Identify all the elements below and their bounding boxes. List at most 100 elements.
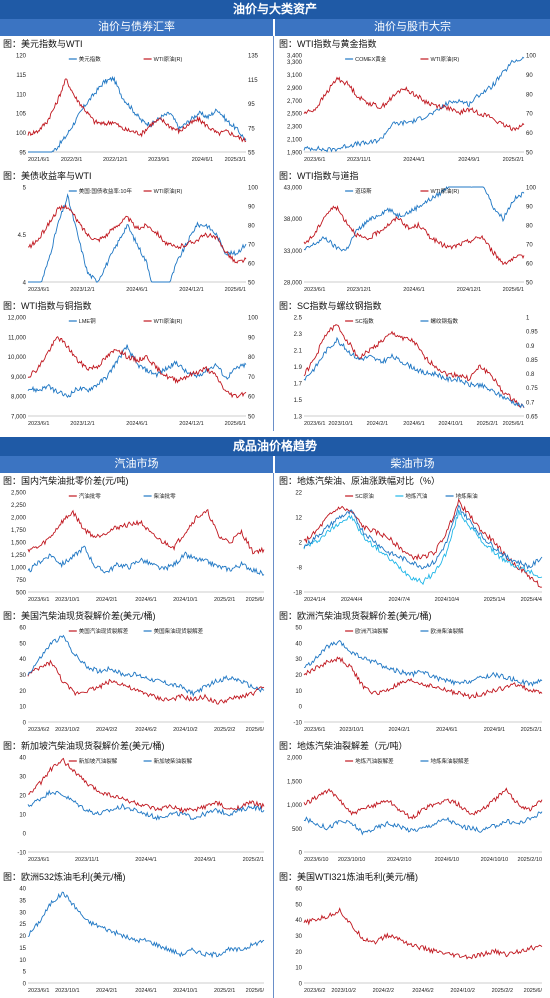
y-right-tick-label: 60 xyxy=(248,262,255,268)
y-tick-label: 1,250 xyxy=(11,553,27,559)
series-line-s1 xyxy=(27,757,265,814)
y-tick-label: 35 xyxy=(19,898,26,904)
y-tick-label: 20 xyxy=(19,689,26,695)
y-tick-label: 2,500 xyxy=(11,491,27,497)
y-tick-label: 10,000 xyxy=(8,355,27,361)
chart-panel: 图：欧洲汽柴油现货裂解价差(美元/桶) -10 0 10 20 30 40 50 2023/6/… xyxy=(276,609,550,737)
series-line-s1 xyxy=(28,193,247,283)
y-right-tick-label: 80 xyxy=(248,224,255,230)
y-right-tick-label: 70 xyxy=(248,375,255,381)
y-right-tick-label: 75 xyxy=(248,126,255,132)
y-tick-label: 40 xyxy=(19,887,26,893)
y-tick-label: 95 xyxy=(19,151,26,157)
y-tick-label: 8,000 xyxy=(11,395,27,401)
y-tick-label: 500 xyxy=(292,827,303,833)
y-tick-label: 60 xyxy=(19,626,26,632)
series-line-s1 xyxy=(303,656,543,700)
x-tick-label: 2024/2/2 xyxy=(96,727,117,733)
chart-title: 图：WTI指数与黄金指数 xyxy=(279,39,377,49)
y-tick-label: 1.5 xyxy=(294,398,303,404)
y-right-tick-label: 50 xyxy=(526,281,533,287)
y-tick-label: 2.5 xyxy=(294,316,303,322)
y-tick-label: 20 xyxy=(19,934,26,940)
x-tick-label: 2023/12/1 xyxy=(347,287,371,293)
chart-panel: 图：新加坡汽柴油现货裂解价差(美元/桶) -10 0 10 20 30 40 2023/6/1… xyxy=(0,739,272,867)
x-tick-label: 2025/2/1 xyxy=(521,727,542,733)
y-tick-label: 10 xyxy=(19,958,26,964)
chart-title: 图：欧洲532炼油毛利(美元/桶) xyxy=(3,872,126,882)
section-header-2: 成品油价格趋势 xyxy=(0,437,550,456)
y-tick-label: 10 xyxy=(19,813,26,819)
chart-svg: 0 500 1,000 1,500 2,000 2023/6/10 2023/10/10 20… xyxy=(287,756,543,863)
x-tick-label: 2025/2/2 xyxy=(214,727,235,733)
y-tick-label: 1,500 xyxy=(287,779,303,785)
y-tick-label: 3,400 xyxy=(287,54,303,60)
y-tick-label: 40 xyxy=(19,657,26,663)
x-tick-label: 2023/6/10 xyxy=(304,857,328,863)
y-right-tick-label: 70 xyxy=(526,243,533,249)
x-tick-label: 2025/2/1 xyxy=(214,988,235,994)
legend-label: 地炼汽油裂解差 xyxy=(355,757,394,765)
y-tick-label: 20 xyxy=(295,673,302,679)
chart-panel: 图：美国WTI321炼油毛利(美元/桶) 0 10 20 30 40 50 60 2023/6/… xyxy=(276,870,550,998)
x-tick-label: 2024/6/1 xyxy=(135,597,156,603)
chart-title: 图：地炼汽柴油裂解差（元/吨） xyxy=(279,741,408,751)
x-tick-label: 2023/11/1 xyxy=(75,857,99,863)
x-tick-label: 2025/2/1 xyxy=(243,857,264,863)
x-tick-label: 2024/2/1 xyxy=(96,597,117,603)
y-tick-label: 3,100 xyxy=(287,73,303,79)
x-tick-label: 2023/6/1 xyxy=(28,988,49,994)
series-line-s2 xyxy=(303,640,543,687)
y-right-tick-label: 0.85 xyxy=(526,358,538,364)
series-line-s1 xyxy=(303,907,543,960)
x-tick-label: 2023/6/1 xyxy=(304,727,325,733)
x-tick-label: 2025/2/10 xyxy=(518,857,542,863)
y-right-tick-label: 50 xyxy=(248,415,255,421)
series-line-s2 xyxy=(27,545,265,576)
chart-title: 图：美国WTI321炼油毛利(美元/桶) xyxy=(279,872,419,882)
x-tick-label: 2023/10/1 xyxy=(339,727,363,733)
series-line-s1 xyxy=(27,508,265,555)
x-tick-label: 2024/9/1 xyxy=(458,157,479,163)
x-tick-label: 2023/6/1 xyxy=(28,857,49,863)
x-tick-label: 2023/10/2 xyxy=(55,727,79,733)
x-tick-label: 2023/10/2 xyxy=(331,988,355,994)
chart-svg: 1,900 2,100 2,300 2,500 2,700 2,900 3,100 3,300… xyxy=(287,54,537,164)
series-line-s1 xyxy=(303,498,543,588)
legend-label: 美国:国债收益率:10年 xyxy=(79,187,133,195)
y-tick-label: 750 xyxy=(16,578,27,584)
x-tick-label: 2024/2/1 xyxy=(388,727,409,733)
x-tick-label: 2024/10/1 xyxy=(438,421,462,427)
y-right-tick-label: 60 xyxy=(526,262,533,268)
chart-panel: 图：WTI指数与黄金指数 1,900 2,100 2,300 2,500 2,700 2,9… xyxy=(276,37,550,167)
chart-title: 图：美元指数与WTI xyxy=(3,39,83,49)
x-tick-label: 2023/6/1 xyxy=(304,287,325,293)
y-tick-label: 2 xyxy=(299,541,303,547)
y-right-tick-label: 95 xyxy=(248,102,255,108)
series-line-s1 xyxy=(303,787,543,820)
series-line-s1 xyxy=(27,659,265,705)
chart-svg: -10 0 10 20 30 40 2023/6/1 2023/11/1 2024/4/1 202… xyxy=(17,756,265,863)
y-tick-label: 5 xyxy=(23,186,27,192)
chart-panel: 图：国内汽柴油批零价差(元/吨) 500 750 1,000 1,250 1,500 1,7… xyxy=(0,474,272,607)
x-tick-label: 2024/6/1 xyxy=(403,421,424,427)
x-tick-label: 2025/4/4 xyxy=(521,597,542,603)
y-right-tick-label: 100 xyxy=(248,316,259,322)
y-tick-label: 12,000 xyxy=(8,316,27,322)
y-tick-label: 20 xyxy=(19,794,26,800)
y-tick-label: 100 xyxy=(16,131,27,137)
chart-title: 图：欧洲汽柴油现货裂解价差(美元/桶) xyxy=(279,611,432,621)
legend-label: 美元指数 xyxy=(79,55,102,63)
legend-label: WTI原油(R) xyxy=(154,187,183,195)
x-tick-label: 2024/9/1 xyxy=(194,857,215,863)
x-tick-label: 2025/6/ xyxy=(246,727,265,733)
chart-svg: -18 -8 2 12 22 2024/1/4 2024/4/4 2024/7/4 2024/1… xyxy=(293,491,543,603)
subheader-left-2: 汽油市场 xyxy=(0,456,273,473)
x-tick-label: 2025/6/ xyxy=(246,988,265,994)
chart-panel: 图：WTI指数与铜指数 7,000 8,000 9,000 10,000 11,000 12… xyxy=(0,299,272,431)
legend-label: LME铜 xyxy=(79,317,96,325)
legend-label: WTI原油(R) xyxy=(154,317,183,325)
y-right-tick-label: 100 xyxy=(526,186,537,192)
y-right-tick-label: 60 xyxy=(526,131,533,137)
y-tick-label: 0 xyxy=(23,982,27,988)
